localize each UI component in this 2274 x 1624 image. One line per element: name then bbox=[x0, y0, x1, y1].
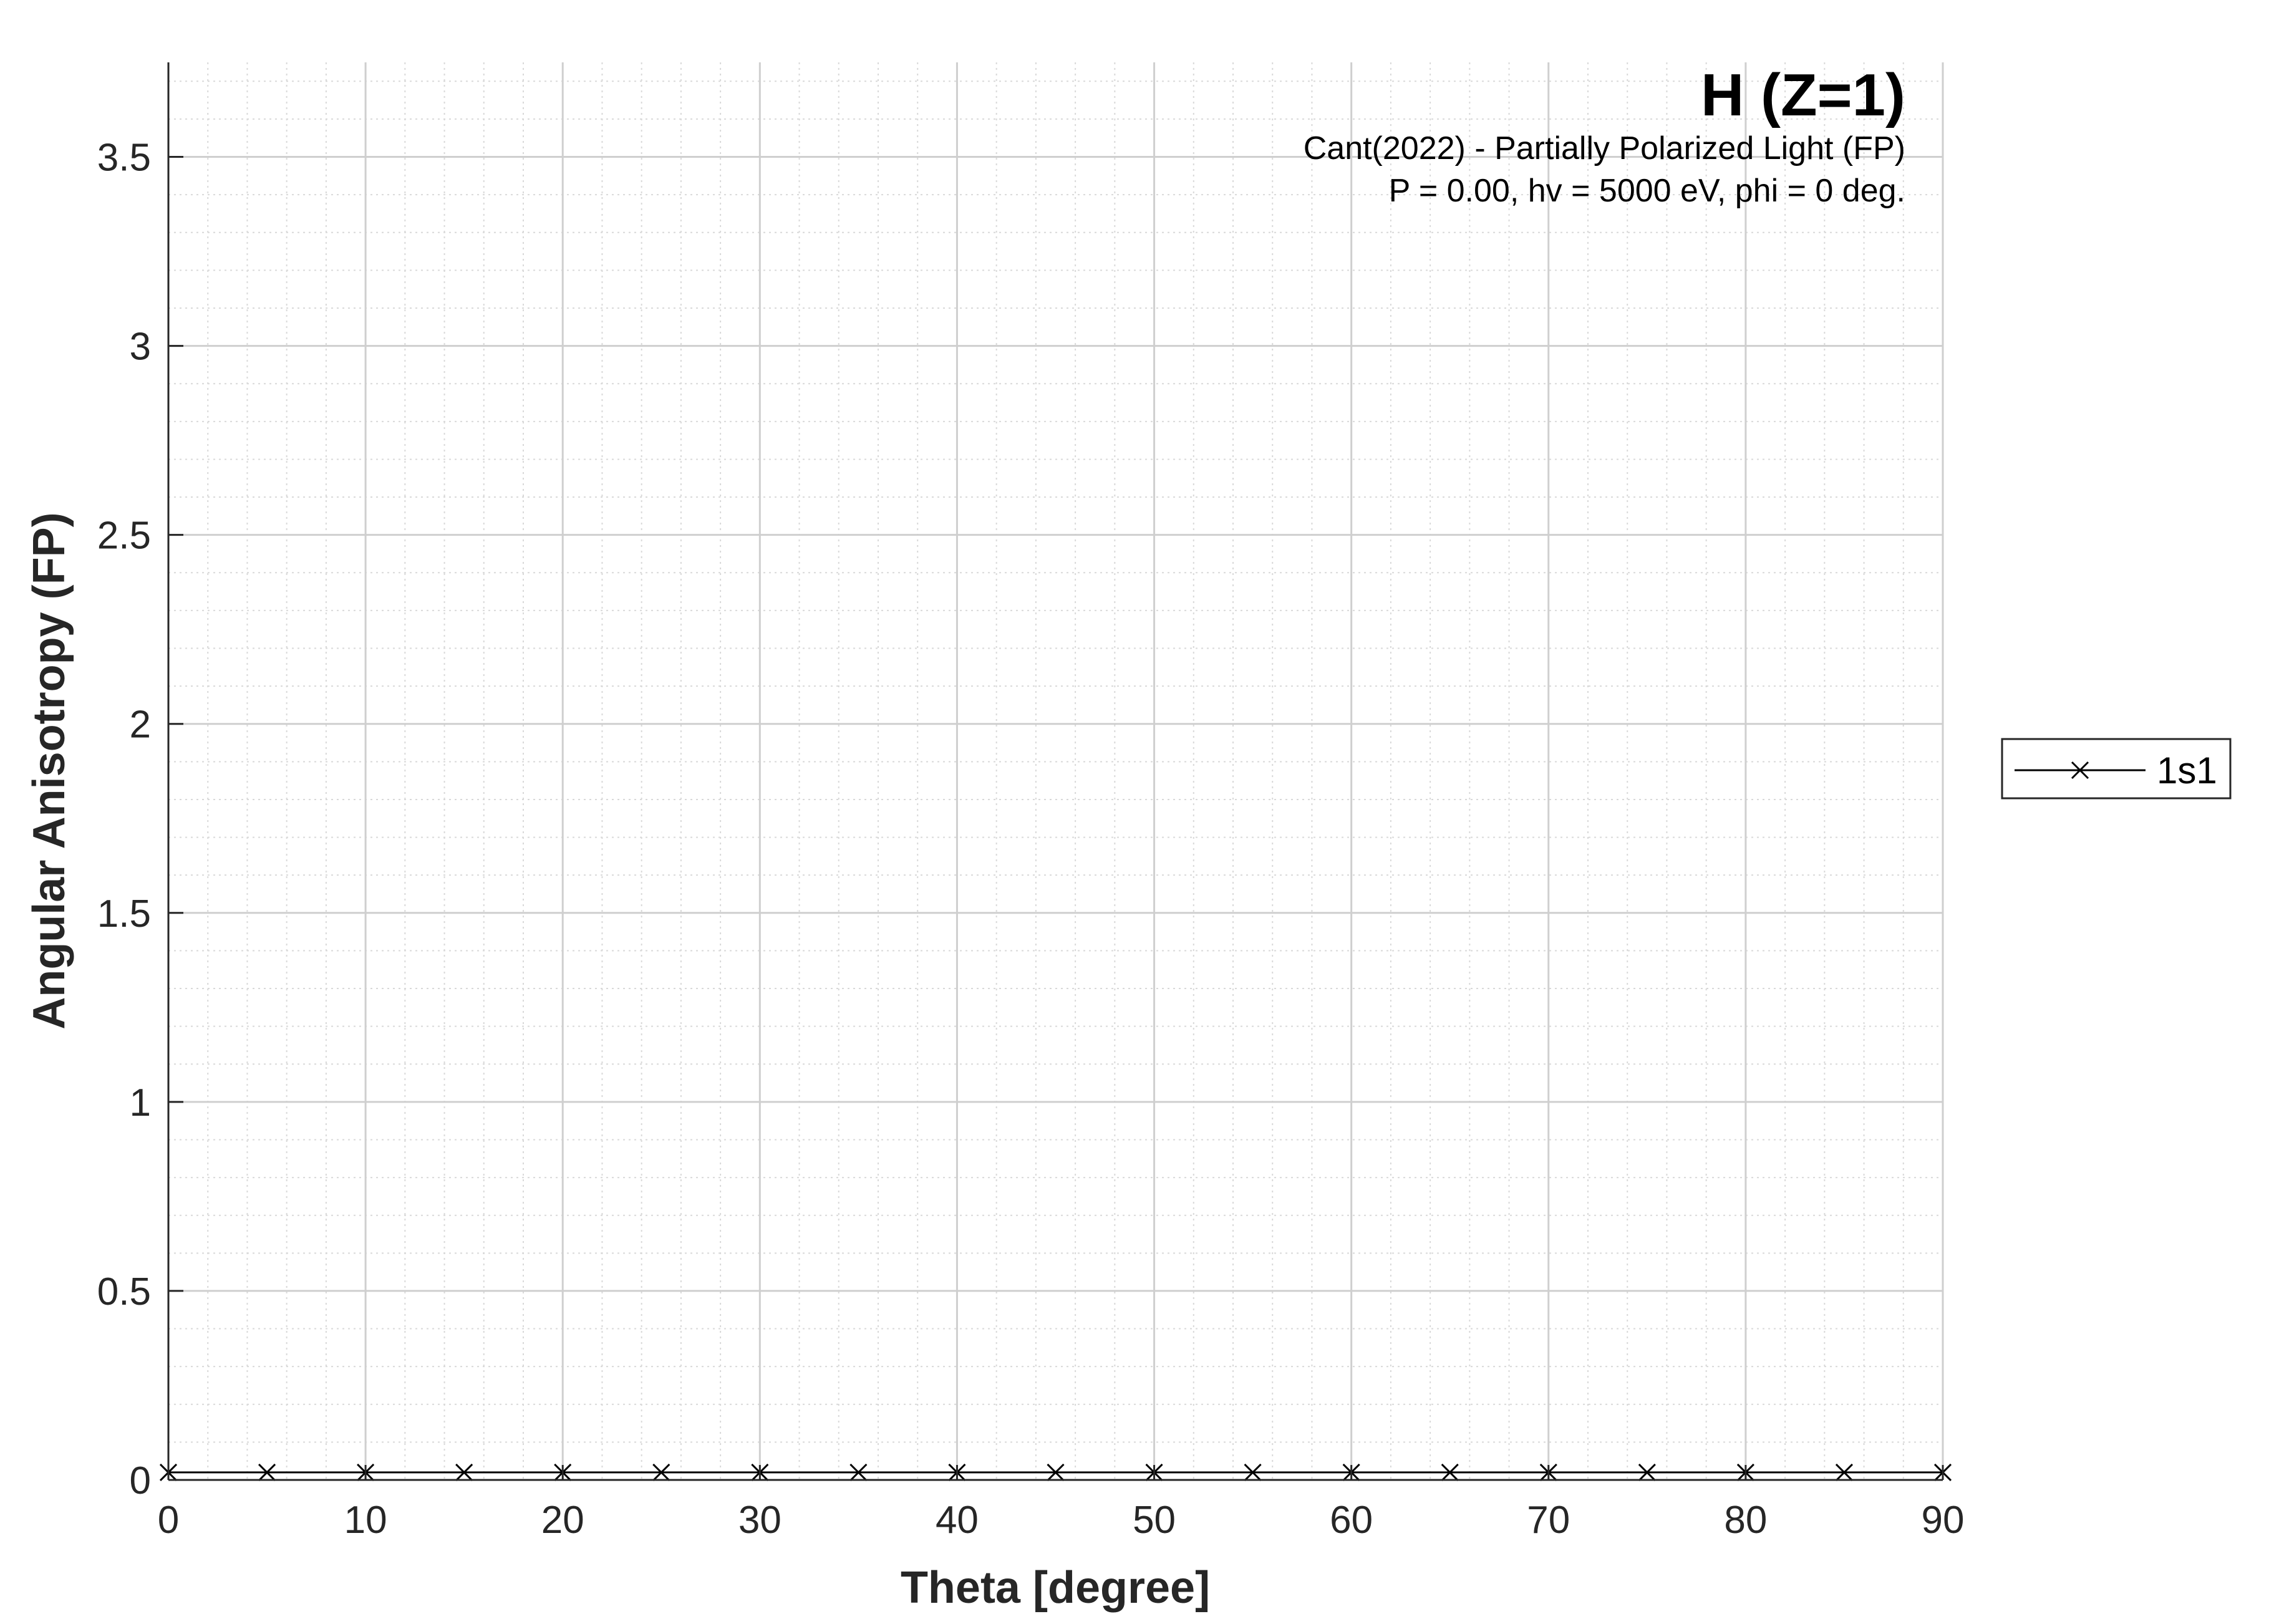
marker-stroke bbox=[258, 1463, 276, 1481]
y-tick-label-3.5: 3.5 bbox=[97, 137, 151, 180]
x-tick-labels: 0 10 20 30 40 50 60 70 80 90 bbox=[158, 1499, 1965, 1542]
plot-area bbox=[168, 62, 1943, 1480]
marker-stroke bbox=[1835, 1463, 1854, 1481]
x-tick-label-70: 70 bbox=[1527, 1499, 1570, 1542]
y-tick-label-1.5: 1.5 bbox=[97, 892, 151, 935]
y-tick-label-0: 0 bbox=[130, 1459, 151, 1502]
x-tick-label-40: 40 bbox=[936, 1499, 979, 1542]
marker-stroke bbox=[849, 1463, 868, 1481]
legend-label-1s1: 1s1 bbox=[2157, 750, 2217, 791]
y-tick-label-0.5: 0.5 bbox=[97, 1270, 151, 1313]
marker-stroke bbox=[2071, 761, 2089, 780]
marker-stroke bbox=[455, 1463, 473, 1481]
x-tick-label-90: 90 bbox=[1922, 1499, 1965, 1542]
x-tick-label-20: 20 bbox=[541, 1499, 584, 1542]
legend-marker-cross bbox=[2071, 761, 2089, 780]
y-tick-label-3: 3 bbox=[130, 326, 151, 369]
data-point-1s1-5 bbox=[258, 1463, 276, 1481]
series-layer bbox=[159, 1463, 1952, 1481]
marker-stroke bbox=[1244, 1463, 1262, 1481]
y-axis-label: Angular Anisotropy (FP) bbox=[24, 512, 74, 1029]
legend-marker-1s1 bbox=[2071, 761, 2089, 780]
x-tick-label-10: 10 bbox=[344, 1499, 387, 1542]
minor-grid bbox=[168, 62, 1943, 1480]
data-point-1s1-15 bbox=[455, 1463, 473, 1481]
y-tick-label-1: 1 bbox=[130, 1081, 151, 1124]
chart-subtitle-line-1: Cant(2022) - Partially Polarized Light (… bbox=[1304, 130, 1905, 167]
chart-subtitle-line-2: P = 0.00, hv = 5000 eV, phi = 0 deg. bbox=[1389, 173, 1905, 209]
y-tick-label-2: 2 bbox=[130, 703, 151, 747]
data-point-1s1-55 bbox=[1244, 1463, 1262, 1481]
data-point-1s1-65 bbox=[1441, 1463, 1459, 1481]
x-axis-label: Theta [degree] bbox=[901, 1563, 1210, 1613]
x-tick-label-30: 30 bbox=[738, 1499, 781, 1542]
chart-title: H (Z=1) bbox=[1701, 62, 1905, 128]
data-point-1s1-85 bbox=[1835, 1463, 1854, 1481]
x-tick-label-0: 0 bbox=[158, 1499, 179, 1542]
data-point-1s1-75 bbox=[1638, 1463, 1656, 1481]
data-point-1s1-25 bbox=[652, 1463, 670, 1481]
legend: 1s1 bbox=[2001, 738, 2232, 800]
marker-stroke bbox=[1441, 1463, 1459, 1481]
marker-stroke bbox=[1638, 1463, 1656, 1481]
data-point-1s1-45 bbox=[1047, 1463, 1065, 1481]
legend-box bbox=[2001, 738, 2232, 800]
axes-layer bbox=[167, 62, 1944, 1481]
marker-stroke bbox=[652, 1463, 670, 1481]
y-tick-label-2.5: 2.5 bbox=[97, 515, 151, 558]
x-tick-label-50: 50 bbox=[1133, 1499, 1176, 1542]
marker-stroke bbox=[1047, 1463, 1065, 1481]
y-tick-labels: 0 0.5 1 1.5 2 2.5 3 3.5 bbox=[97, 137, 151, 1502]
x-tick-label-60: 60 bbox=[1330, 1499, 1373, 1542]
x-tick-label-80: 80 bbox=[1724, 1499, 1767, 1542]
data-point-1s1-35 bbox=[849, 1463, 868, 1481]
